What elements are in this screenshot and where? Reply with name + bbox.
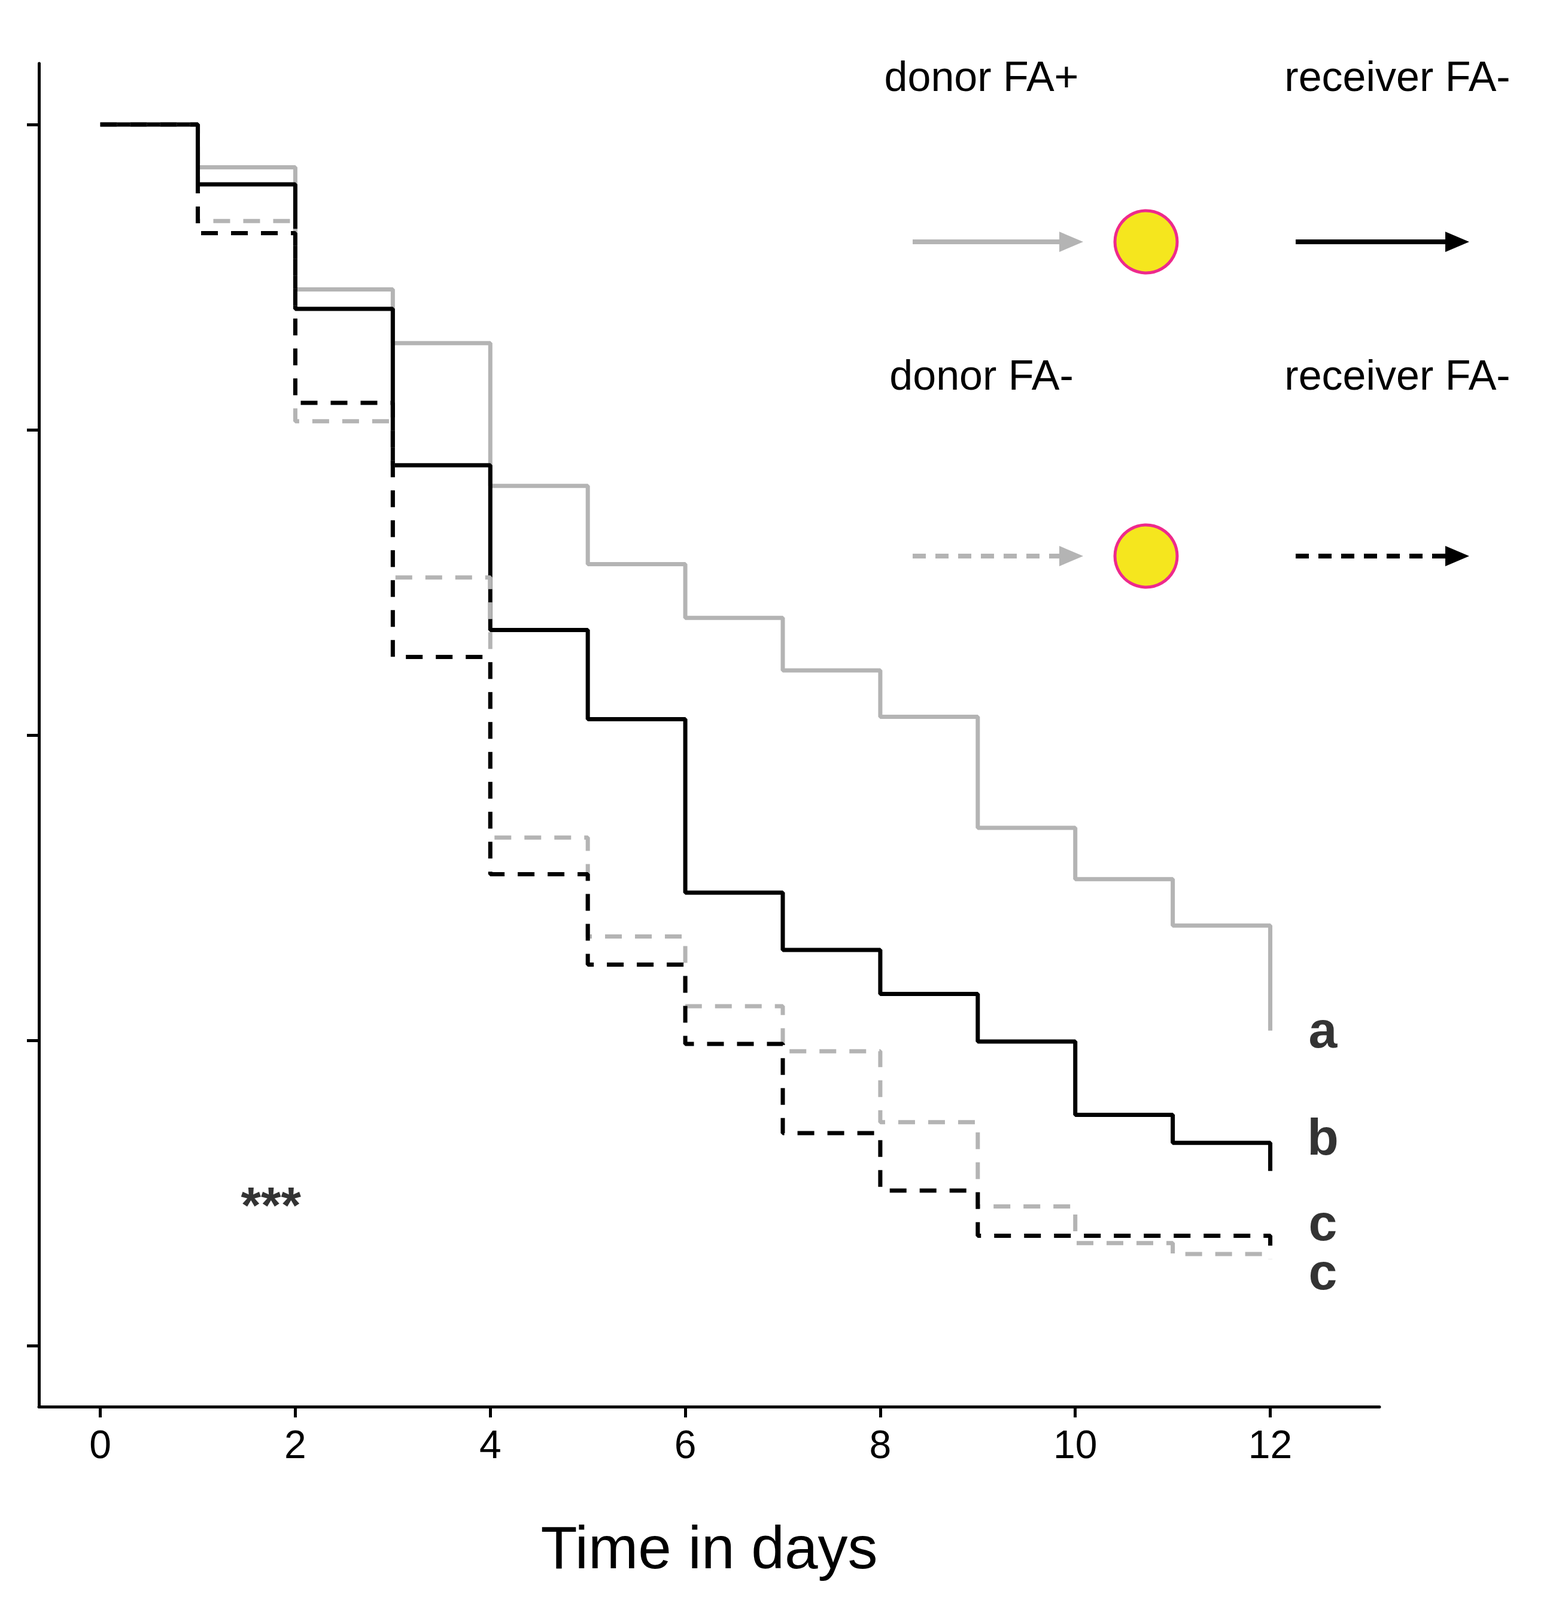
svg-text:8: 8 bbox=[869, 1421, 892, 1467]
svg-text:6: 6 bbox=[674, 1421, 697, 1467]
svg-text:4: 4 bbox=[479, 1421, 502, 1467]
svg-text:receiver FA-: receiver FA- bbox=[1284, 53, 1510, 100]
svg-text:2: 2 bbox=[284, 1421, 307, 1467]
svg-text:0: 0 bbox=[89, 1421, 112, 1467]
svg-text:b: b bbox=[1307, 1107, 1339, 1166]
svg-text:c: c bbox=[1308, 1193, 1338, 1251]
svg-text:c: c bbox=[1308, 1242, 1338, 1300]
svg-text:10: 10 bbox=[1053, 1421, 1097, 1467]
svg-text:Time in days: Time in days bbox=[540, 1513, 878, 1581]
svg-text:donor FA-: donor FA- bbox=[889, 351, 1074, 399]
svg-text:receiver FA-: receiver FA- bbox=[1284, 351, 1510, 399]
svg-text:***: *** bbox=[241, 1175, 302, 1234]
svg-text:a: a bbox=[1308, 1000, 1339, 1059]
svg-text:donor FA+: donor FA+ bbox=[884, 53, 1080, 100]
svg-text:12: 12 bbox=[1248, 1421, 1293, 1467]
